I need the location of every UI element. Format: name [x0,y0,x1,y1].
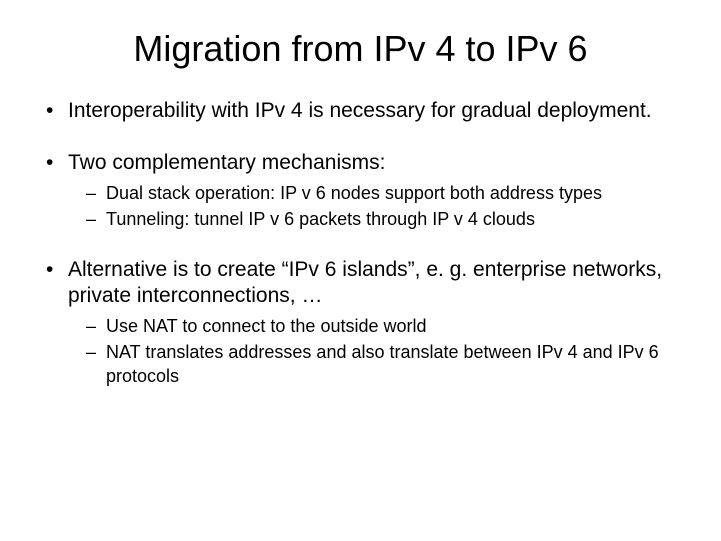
bullet-text: Interoperability with IPv 4 is necessary… [68,99,652,122]
bullet-item: Alternative is to create “IPv 6 islands”… [40,257,691,388]
sub-item: Tunneling: tunnel IP v 6 packets through… [86,207,691,231]
bullet-list: Interoperability with IPv 4 is necessary… [30,98,691,388]
bullet-item: Interoperability with IPv 4 is necessary… [40,98,691,124]
sub-item: Dual stack operation: IP v 6 nodes suppo… [86,181,691,205]
sub-item: Use NAT to connect to the outside world [86,314,691,338]
bullet-item: Two complementary mechanisms: Dual stack… [40,150,691,231]
sub-item: NAT translates addresses and also transl… [86,340,691,389]
bullet-text: Alternative is to create “IPv 6 islands”… [68,258,662,307]
sub-list: Dual stack operation: IP v 6 nodes suppo… [68,181,691,232]
bullet-text: Two complementary mechanisms: [68,151,385,174]
sub-list: Use NAT to connect to the outside world … [68,314,691,389]
slide-title: Migration from IPv 4 to IPv 6 [30,28,691,70]
